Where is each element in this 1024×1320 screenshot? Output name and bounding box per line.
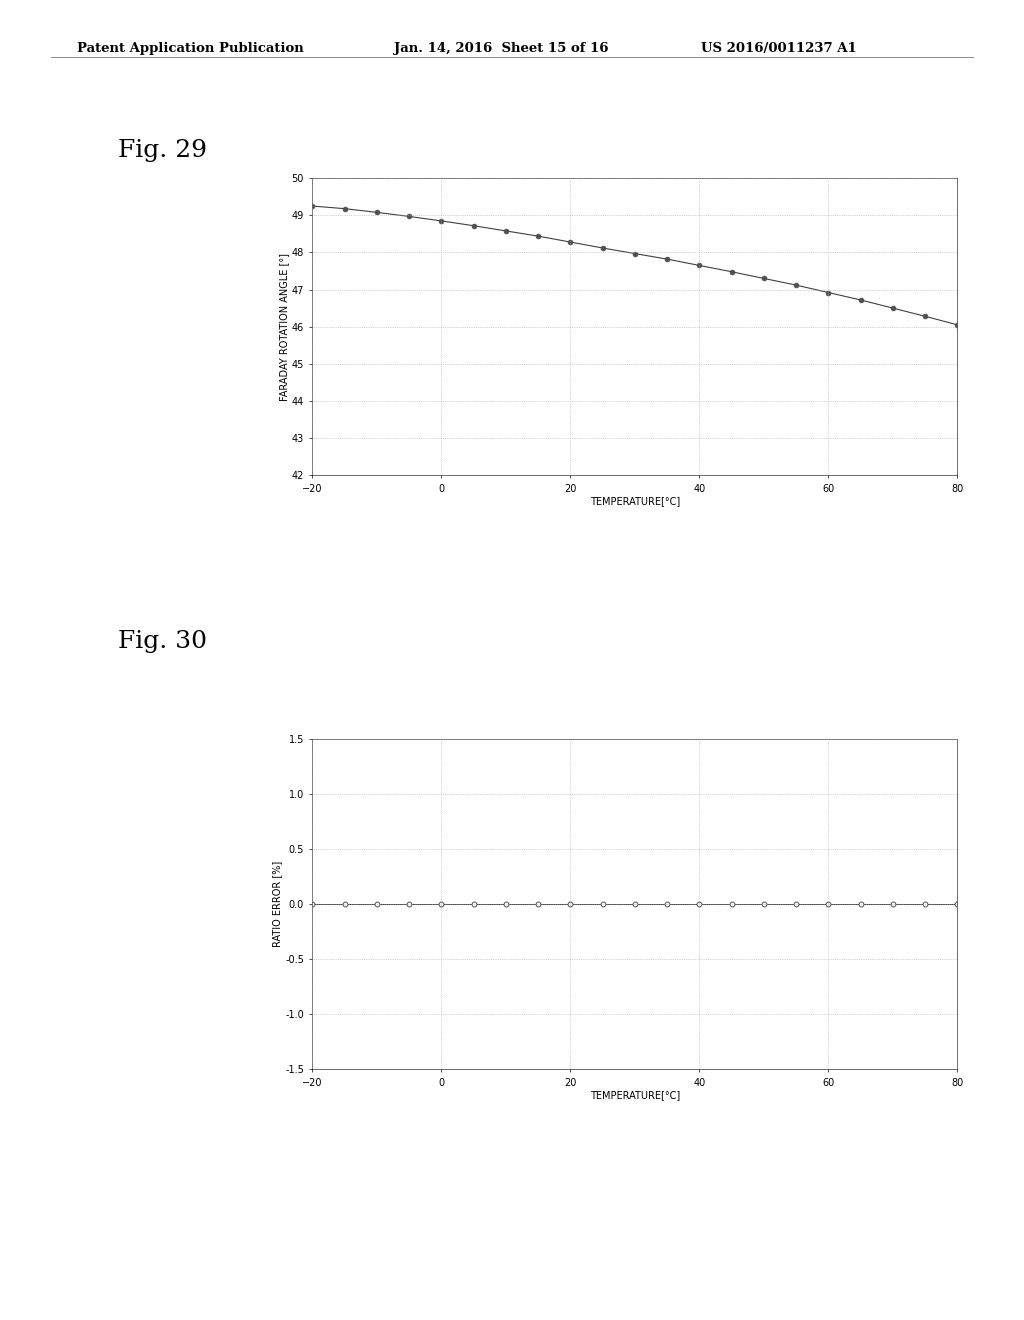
- X-axis label: TEMPERATURE[°C]: TEMPERATURE[°C]: [590, 496, 680, 507]
- Y-axis label: RATIO ERROR [%]: RATIO ERROR [%]: [272, 861, 283, 948]
- Text: Fig. 30: Fig. 30: [118, 630, 207, 652]
- Text: Fig. 29: Fig. 29: [118, 139, 207, 161]
- Text: US 2016/0011237 A1: US 2016/0011237 A1: [701, 42, 857, 55]
- Y-axis label: FARADAY ROTATION ANGLE [°]: FARADAY ROTATION ANGLE [°]: [279, 252, 289, 401]
- Text: Jan. 14, 2016  Sheet 15 of 16: Jan. 14, 2016 Sheet 15 of 16: [394, 42, 608, 55]
- Text: Patent Application Publication: Patent Application Publication: [77, 42, 303, 55]
- X-axis label: TEMPERATURE[°C]: TEMPERATURE[°C]: [590, 1090, 680, 1101]
